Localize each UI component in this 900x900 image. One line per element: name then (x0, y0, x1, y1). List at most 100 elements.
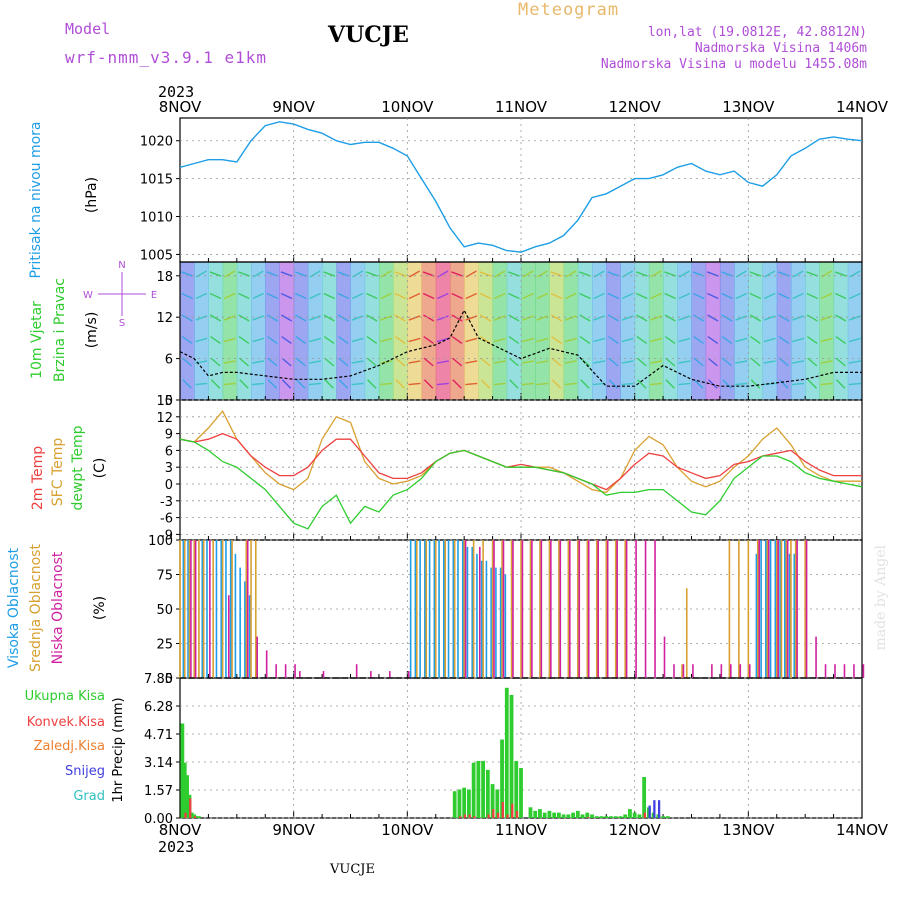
wind-band (833, 262, 849, 400)
wind-arrow (536, 337, 549, 343)
time-label-top: 14NOV (836, 98, 889, 116)
wind-arrow (707, 314, 719, 322)
wind-arrow (820, 360, 833, 364)
wind-arrow (239, 379, 249, 389)
wind-arrow (408, 270, 420, 278)
wind-band (464, 262, 479, 400)
wind-arrow (238, 314, 250, 322)
wind-arrow (252, 382, 265, 386)
precip-bar (519, 768, 523, 818)
precip-bar (623, 814, 628, 818)
precip-legend-total: Ukupna Kisa (25, 689, 105, 704)
time-label-top: 9NOV (272, 98, 315, 116)
wind-arrow (692, 292, 705, 300)
wind-arrow (536, 292, 549, 300)
cloud-label-high: Visoka Oblacnost (6, 547, 22, 668)
wind-band (364, 262, 380, 400)
year-bottom: 2023 (158, 838, 195, 856)
wind-arrow (508, 357, 519, 367)
wind-arrow (308, 382, 322, 386)
precip-series-1 (184, 798, 647, 818)
temp-ytick-label: 0 (165, 478, 173, 493)
wind-arrow (394, 335, 406, 345)
wind-arrow (480, 379, 491, 389)
wind-arrow (366, 292, 378, 300)
wind-arrow (636, 314, 648, 322)
wind-arrow (210, 335, 221, 345)
wind-arrow (778, 314, 790, 322)
wind-arrow (451, 292, 463, 300)
wind-arrow (636, 292, 648, 300)
wind-arrow (422, 292, 435, 300)
pressure-panel: 1005 1010 1015 1020 (140, 117, 863, 263)
wind-arrow (564, 382, 577, 386)
wind-arrow (224, 270, 236, 278)
wind-arrow (323, 335, 335, 345)
wind-band (620, 262, 636, 400)
wind-arrow (579, 292, 591, 300)
wind-arrow (380, 270, 392, 278)
temp-ytick-label: 3 (165, 461, 173, 476)
precip-bar (514, 760, 519, 818)
wind-arrow (778, 335, 790, 345)
wind-arrow (437, 292, 449, 300)
wind-arrow (252, 292, 264, 300)
wind-unit: (m/s) (84, 312, 100, 349)
wind-arrow (522, 360, 535, 364)
wind-arrow (252, 337, 265, 343)
model-name: wrf-nmm_v3.9.1 e1km (65, 48, 268, 67)
wind-arrow (806, 271, 819, 277)
wind-arrow (408, 382, 421, 386)
wind-arrow (267, 379, 278, 389)
wind-arrow (807, 357, 818, 367)
wind-arrow (536, 360, 549, 364)
wind-band (535, 262, 550, 400)
wind-arrow (351, 360, 364, 364)
wind-band (634, 262, 650, 400)
wind-arrow (849, 315, 861, 321)
precip-bar (575, 810, 580, 818)
wind-arrow (436, 315, 449, 321)
wind-band (251, 262, 266, 400)
wind-arrow (493, 360, 506, 364)
wind-arrow (849, 270, 861, 278)
precip-bar (528, 807, 533, 818)
wind-arrow (366, 335, 378, 345)
wind-band (719, 262, 735, 400)
wind-arrow (195, 270, 207, 278)
wind-band (492, 262, 508, 400)
precip-bar (585, 812, 590, 818)
year-top: 2023 (158, 83, 195, 101)
wind-arrow (266, 292, 279, 300)
wind-arrow (238, 271, 250, 277)
wind-arrow (479, 292, 492, 300)
precip-bar (457, 789, 462, 818)
wind-arrow (664, 314, 676, 322)
wind-arrow (693, 335, 704, 345)
precip-bar (542, 812, 547, 818)
wind-band (336, 262, 351, 400)
wind-band (378, 262, 394, 400)
precip-legend-frz: Zaledj.Kisa (34, 739, 105, 754)
wind-arrow (593, 315, 606, 321)
time-label-bottom: 8NOV (159, 821, 202, 839)
wind-arrow (792, 337, 805, 343)
wind-arrow (764, 270, 776, 278)
wind-arrow (451, 335, 463, 345)
wind-arrow (835, 357, 846, 367)
time-label-top: 13NOV (722, 98, 775, 116)
precip-bar (643, 812, 647, 818)
wind-arrow (522, 292, 534, 300)
precip-bar (637, 814, 642, 818)
wind-arrow (750, 379, 761, 389)
cloud-ytick-label: 100 (148, 534, 173, 549)
temp-label-sfc: SFC Temp (50, 438, 66, 507)
wind-arrow (608, 357, 619, 367)
wind-arrow (252, 270, 264, 278)
precip-bar (590, 814, 594, 818)
wind-arrow (834, 271, 847, 277)
precip-bar (182, 762, 187, 818)
wind-band (748, 262, 764, 400)
precip-bar (566, 814, 571, 818)
